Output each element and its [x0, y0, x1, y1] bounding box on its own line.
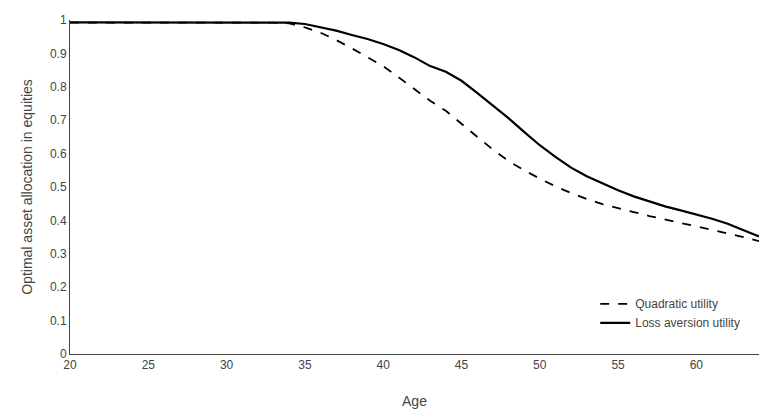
- svg-text:0.1: 0.1: [50, 314, 67, 328]
- svg-text:40: 40: [377, 358, 391, 372]
- svg-text:20: 20: [63, 358, 77, 372]
- svg-text:35: 35: [298, 358, 312, 372]
- svg-text:0.7: 0.7: [50, 113, 67, 127]
- svg-text:Age: Age: [402, 393, 427, 409]
- svg-text:45: 45: [455, 358, 469, 372]
- svg-text:25: 25: [142, 358, 156, 372]
- svg-text:Quadratic utility: Quadratic utility: [635, 297, 718, 311]
- svg-text:30: 30: [220, 358, 234, 372]
- svg-text:50: 50: [533, 358, 547, 372]
- svg-text:0.4: 0.4: [50, 214, 67, 228]
- svg-text:0: 0: [60, 347, 67, 361]
- svg-text:0.3: 0.3: [50, 247, 67, 261]
- svg-text:Optimal asset allocation in eq: Optimal asset allocation in equities: [19, 79, 35, 295]
- svg-text:1: 1: [60, 13, 67, 27]
- svg-text:Loss aversion utility: Loss aversion utility: [635, 316, 740, 330]
- svg-text:0.2: 0.2: [50, 280, 67, 294]
- svg-text:0.6: 0.6: [50, 147, 67, 161]
- svg-text:0.9: 0.9: [50, 47, 67, 61]
- svg-text:0.8: 0.8: [50, 80, 67, 94]
- svg-text:0.5: 0.5: [50, 180, 67, 194]
- svg-text:55: 55: [611, 358, 625, 372]
- svg-text:60: 60: [690, 358, 704, 372]
